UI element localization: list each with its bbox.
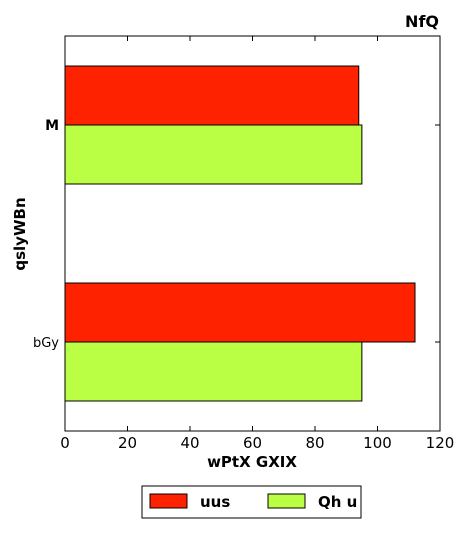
bar-series-1-1 (64, 65, 360, 126)
y-axis-label: qslyWBn (11, 197, 29, 270)
legend-label-1: uus (200, 493, 230, 511)
y-tick-label: bGy (33, 336, 59, 351)
x-axis-label: wPtX GXIX (207, 453, 297, 471)
bar-series-1-2 (64, 282, 416, 343)
x-axis-ticks: 0 20 40 60 80 100 120 (60, 36, 454, 452)
x-tick-label: 60 (243, 434, 262, 452)
x-tick-label: 80 (305, 434, 324, 452)
legend-swatch-2 (267, 493, 306, 509)
x-tick-label: 100 (363, 434, 392, 452)
legend-label-2: Qh u (318, 493, 357, 511)
bars-layer (64, 65, 416, 402)
chart-title: NfQ (405, 12, 439, 31)
y-tick-label: M (45, 118, 59, 134)
x-tick-label: 20 (118, 434, 137, 452)
x-tick-label: 40 (180, 434, 199, 452)
legend-swatch-1 (149, 493, 188, 509)
bar-series-2-2 (64, 341, 363, 402)
bar-series-2-1 (64, 124, 363, 185)
x-tick-label: 120 (426, 434, 455, 452)
x-tick-label: 0 (60, 434, 70, 452)
legend: uus Qh u (141, 485, 362, 519)
